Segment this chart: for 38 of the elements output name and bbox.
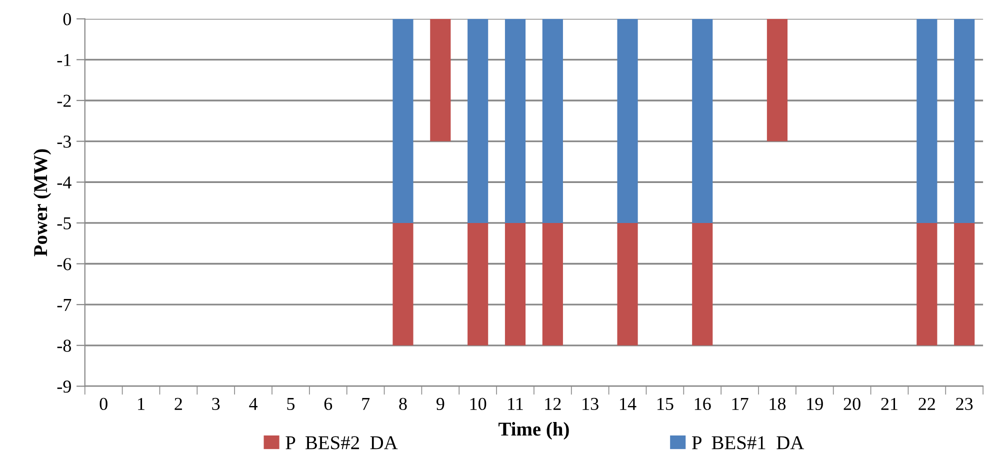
x-tick-label: 8 bbox=[399, 398, 407, 410]
y-tick-label: -4 bbox=[57, 176, 72, 188]
x-tick-label: 13 bbox=[582, 398, 598, 410]
y-tick-label: -3 bbox=[57, 136, 71, 148]
y-tick-label: -2 bbox=[57, 94, 71, 107]
x-tick-label: 0 bbox=[100, 398, 108, 410]
x-tick-label: 18 bbox=[770, 398, 786, 410]
x-tick-label: 6 bbox=[324, 398, 332, 410]
x-tick-label: 9 bbox=[436, 398, 444, 410]
x-tick-label: 10 bbox=[470, 398, 486, 410]
x-tick-label: 16 bbox=[694, 398, 711, 410]
legend-label: P BES#1 DA bbox=[692, 436, 804, 450]
x-tick-label: 12 bbox=[545, 398, 561, 410]
x-tick-label: 1 bbox=[138, 398, 144, 410]
x-tick-label: 21 bbox=[881, 398, 898, 410]
y-tick-label: 0 bbox=[63, 13, 71, 26]
x-tick-label: 7 bbox=[362, 398, 370, 410]
x-tick-label: 22 bbox=[918, 398, 935, 410]
x-tick-label: 14 bbox=[620, 398, 636, 410]
y-tick-label: -5 bbox=[57, 217, 71, 230]
y-tick-label: -1 bbox=[57, 54, 71, 66]
y-tick-label: -7 bbox=[57, 299, 72, 311]
x-tick-label: 17 bbox=[732, 398, 748, 410]
x-tick-label: 4 bbox=[249, 398, 258, 410]
y-tick-label: -6 bbox=[57, 258, 72, 270]
legend-label: P BES#2 DA bbox=[286, 436, 398, 450]
x-tick-label: 2 bbox=[174, 398, 182, 410]
x-tick-label: 5 bbox=[287, 398, 295, 410]
y-axis-title: Power (MW) bbox=[33, 149, 52, 256]
y-tick-label: -9 bbox=[57, 380, 71, 393]
x-tick-label: 3 bbox=[212, 398, 220, 410]
x-tick-label: 23 bbox=[956, 398, 973, 410]
x-tick-label: 11 bbox=[508, 398, 523, 410]
x-axis-title: Time (h) bbox=[498, 422, 569, 440]
x-tick-label: 19 bbox=[807, 398, 823, 410]
y-tick-label: -8 bbox=[57, 340, 71, 352]
x-tick-label: 15 bbox=[658, 398, 674, 410]
x-tick-label: 20 bbox=[844, 398, 860, 410]
